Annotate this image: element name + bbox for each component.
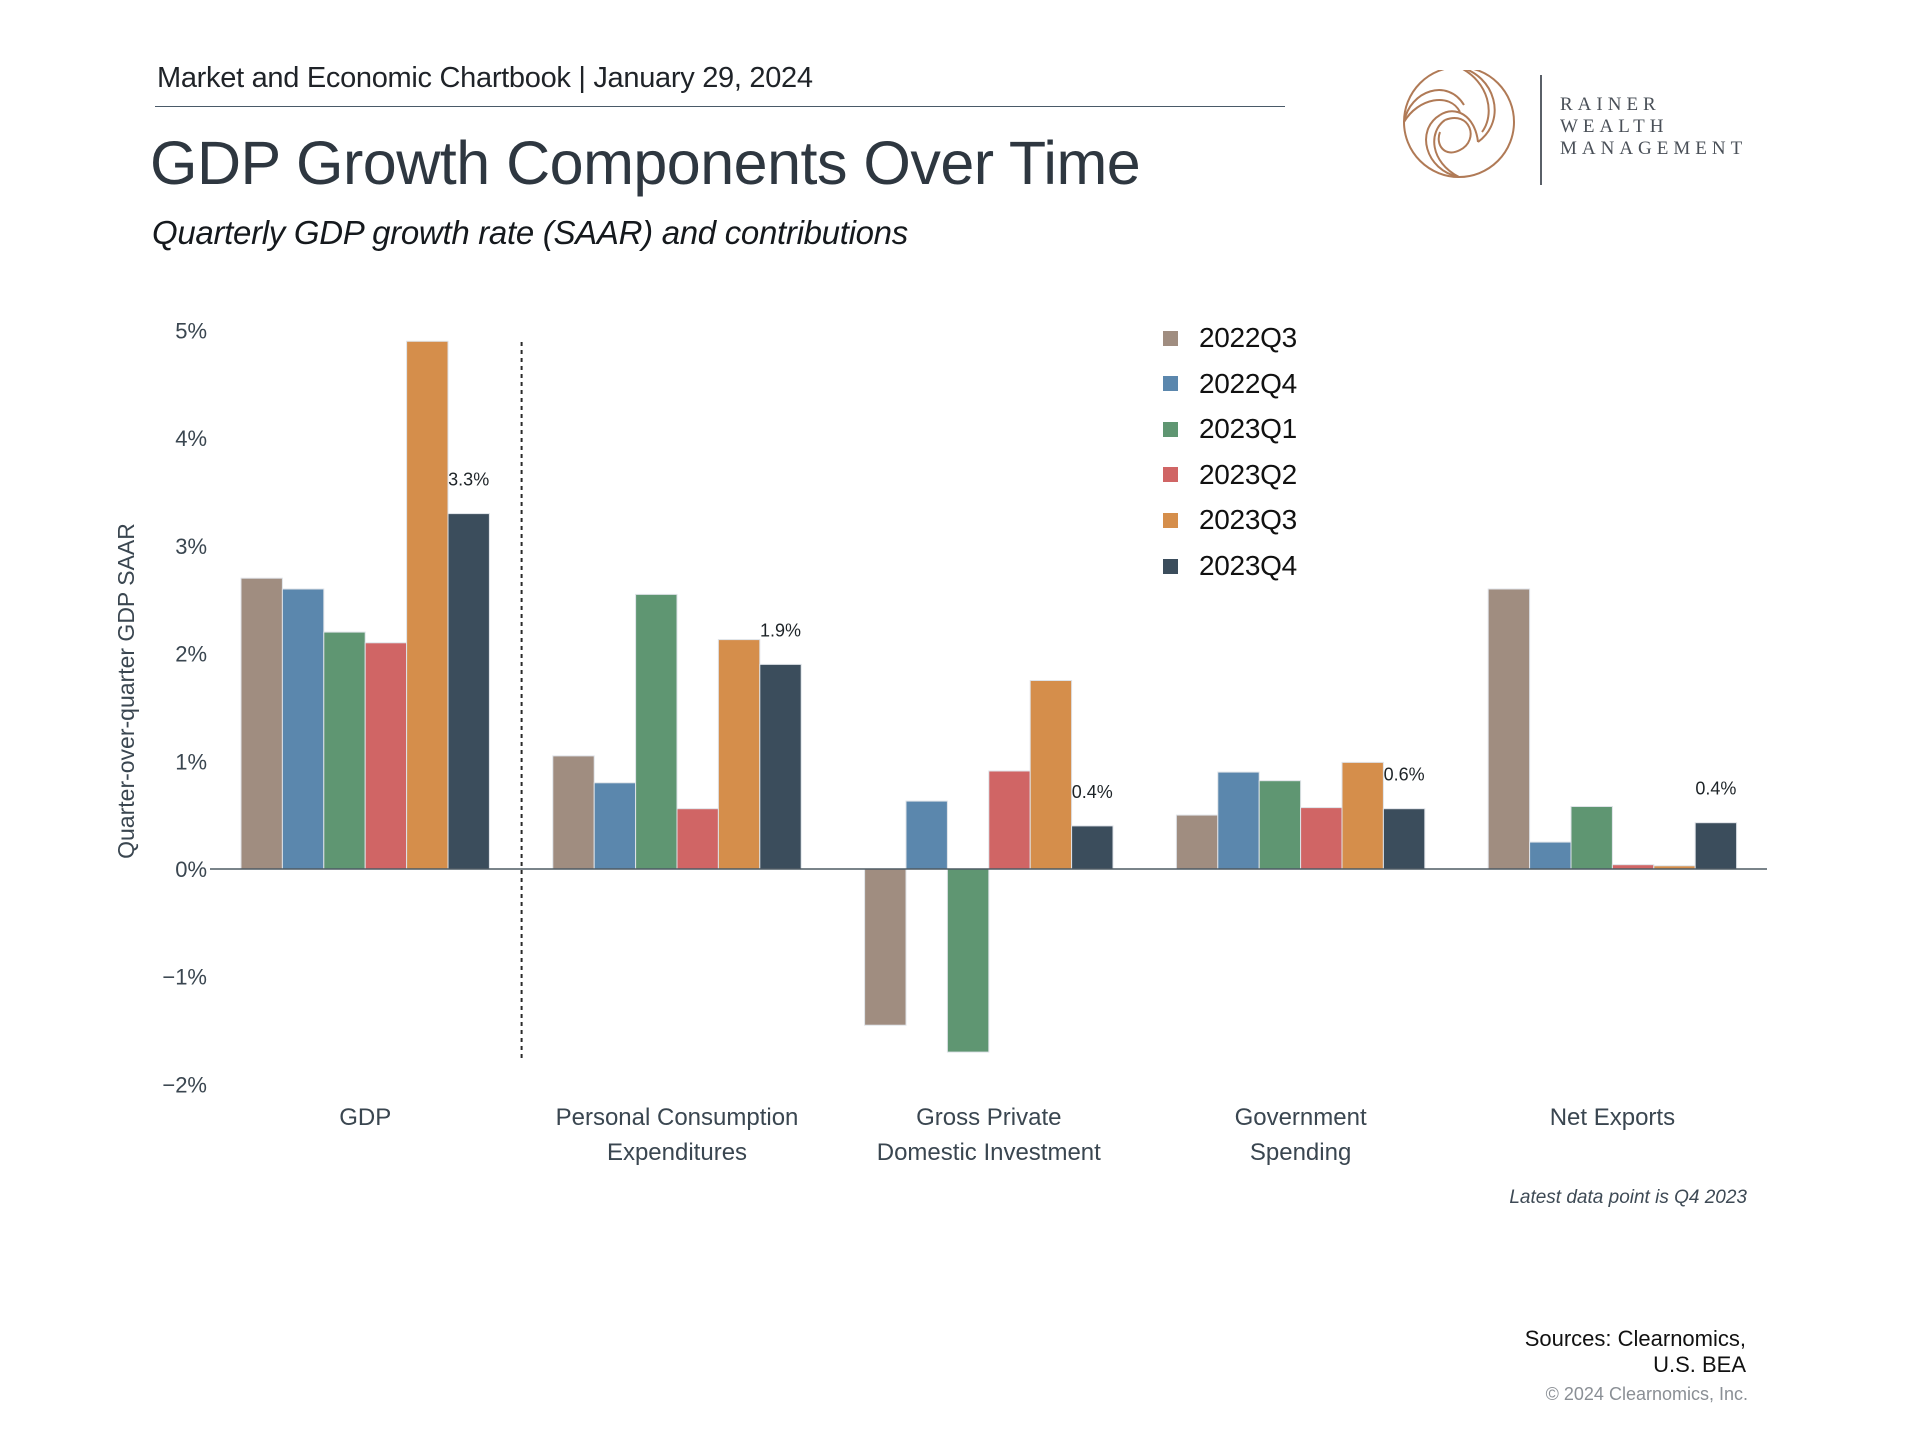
y-tick-label: −1% [162, 965, 207, 990]
bar-2023Q4 [1694, 822, 1738, 870]
legend-swatch [1163, 467, 1178, 483]
bar-2023Q2 [988, 770, 1031, 870]
bar-2022Q3 [1487, 588, 1531, 870]
category-label: GDP [339, 1104, 391, 1131]
category-label: Gross Private [916, 1104, 1061, 1131]
bar-2023Q1 [635, 593, 678, 870]
legend-label: 2022Q4 [1199, 367, 1297, 399]
bar-2023Q3 [406, 340, 449, 870]
sources-note: Sources: Clearnomics, U.S. BEA [1525, 1326, 1746, 1378]
bar-2023Q3 [1029, 680, 1073, 870]
bar-2022Q4 [593, 782, 637, 870]
y-axis-title: Quarter-over-quarter GDP SAAR [113, 523, 139, 859]
y-tick-label: 1% [175, 749, 207, 774]
bar-2023Q4 [1382, 808, 1426, 870]
copyright-note: © 2024 Clearnomics, Inc. [1545, 1384, 1748, 1404]
data-label: 3.3% [448, 470, 489, 490]
spiral-circle-icon [1403, 70, 1515, 178]
category-label: Net Exports [1550, 1104, 1675, 1131]
bar-2022Q3 [552, 755, 595, 870]
bar-2023Q4 [1071, 825, 1114, 870]
page-subtitle: Quarterly GDP growth rate (SAAR) and con… [152, 214, 908, 251]
bar-2022Q4 [905, 800, 948, 870]
bar-2022Q4 [281, 588, 325, 870]
category-label: Spending [1250, 1139, 1351, 1166]
y-tick-label: 5% [175, 319, 207, 344]
logo-text-line1: RAINER [1560, 94, 1661, 115]
sources-line1: Sources: Clearnomics, [1524, 1326, 1746, 1351]
bar-2022Q3 [240, 577, 283, 870]
category-label: Government [1235, 1104, 1367, 1131]
y-tick-label: 2% [175, 642, 207, 667]
category-label: Domestic Investment [877, 1139, 1101, 1166]
data-label: 0.6% [1384, 765, 1425, 785]
legend-item: 2022Q3 [1163, 322, 1297, 353]
bar-2023Q4 [759, 663, 802, 870]
bar-2023Q4 [447, 513, 490, 870]
bar-2022Q4 [1529, 841, 1572, 870]
bar-2023Q3 [717, 639, 761, 870]
legend-label: 2022Q3 [1199, 322, 1297, 353]
company-logo: RAINER WEALTH MANAGEMENT [1400, 70, 1780, 190]
category-label: Personal Consumption [556, 1104, 799, 1131]
bar-2023Q2 [364, 642, 408, 870]
legend-label: 2023Q2 [1199, 458, 1297, 490]
bar-2023Q1 [946, 868, 990, 1053]
legend-swatch [1163, 376, 1178, 392]
legend-item: 2023Q3 [1163, 504, 1297, 536]
legend-item: 2023Q4 [1163, 550, 1297, 581]
legend-label: 2023Q4 [1199, 550, 1297, 581]
logo-text-line2: WEALTH [1560, 116, 1669, 137]
bar-2023Q1 [1570, 806, 1613, 870]
bar-2022Q4 [1217, 771, 1260, 870]
legend-swatch [1163, 330, 1178, 346]
y-tick-label: 3% [175, 534, 207, 559]
header-divider [155, 106, 1285, 107]
logo-divider [1540, 75, 1542, 185]
legend-label: 2023Q1 [1199, 413, 1297, 445]
data-label: 0.4% [1695, 779, 1736, 799]
bar-2023Q1 [323, 631, 366, 870]
y-tick-label: 0% [175, 857, 207, 882]
bar-2023Q2 [1300, 807, 1343, 870]
sources-line2: U.S. BEA [1653, 1352, 1746, 1377]
y-tick-label: −2% [162, 1072, 207, 1097]
latest-data-note: Latest data point is Q4 2023 [1509, 1187, 1747, 1208]
legend-item: 2022Q4 [1163, 367, 1297, 399]
data-label: 1.9% [760, 620, 801, 640]
category-label: Expenditures [607, 1139, 747, 1166]
legend-label: 2023Q3 [1199, 504, 1297, 536]
legend-item: 2023Q2 [1163, 458, 1297, 490]
page-title: GDP Growth Components Over Time [150, 129, 1141, 197]
legend-item: 2023Q1 [1163, 413, 1297, 445]
bar-2023Q3 [1341, 761, 1384, 870]
bar-2022Q3 [1175, 814, 1219, 870]
y-tick-label: 4% [175, 426, 207, 451]
legend-swatch [1163, 558, 1178, 574]
logo-text-line3: MANAGEMENT [1560, 138, 1748, 159]
bar-2022Q3 [864, 868, 907, 1026]
data-label: 0.4% [1072, 782, 1113, 802]
chartbook-header: Market and Economic Chartbook | January … [157, 62, 813, 94]
bar-2023Q1 [1258, 780, 1302, 870]
legend-swatch [1163, 421, 1178, 437]
bar-2023Q2 [676, 808, 719, 870]
legend-swatch [1163, 512, 1178, 528]
